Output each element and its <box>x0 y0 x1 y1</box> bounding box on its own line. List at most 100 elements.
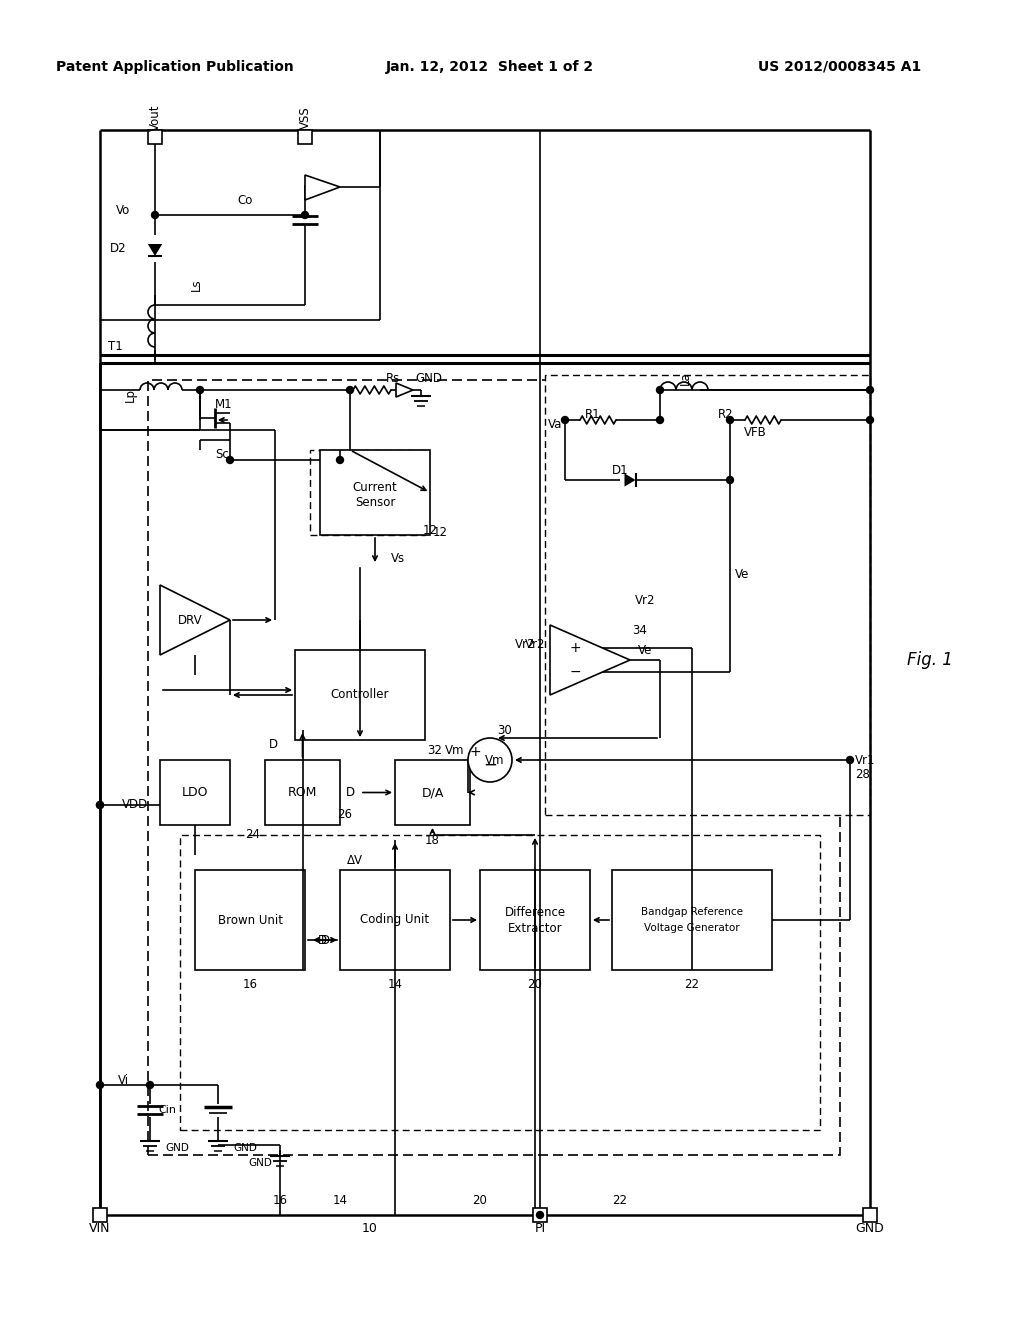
Polygon shape <box>147 244 162 256</box>
Text: ROM: ROM <box>288 785 317 799</box>
Text: 24: 24 <box>246 829 260 842</box>
Bar <box>195 870 305 970</box>
Text: 12: 12 <box>423 524 437 536</box>
Text: 22: 22 <box>612 1193 628 1206</box>
Text: 20: 20 <box>472 1193 487 1206</box>
Text: 32: 32 <box>428 743 442 756</box>
Text: D: D <box>345 785 354 799</box>
Text: 26: 26 <box>338 808 352 821</box>
Circle shape <box>537 1212 544 1218</box>
Bar <box>295 649 425 741</box>
Circle shape <box>866 417 873 424</box>
Text: VSS: VSS <box>299 107 311 129</box>
Bar <box>148 129 162 144</box>
Text: Sc: Sc <box>215 449 228 462</box>
Bar <box>612 870 772 970</box>
Circle shape <box>847 756 853 763</box>
Text: Rs: Rs <box>386 371 400 384</box>
Text: −: − <box>569 665 581 678</box>
Circle shape <box>152 211 159 219</box>
Text: 22: 22 <box>684 978 699 991</box>
Text: Extractor: Extractor <box>508 921 562 935</box>
Text: Vr2: Vr2 <box>524 639 545 652</box>
Text: 16: 16 <box>272 1193 288 1206</box>
Bar <box>395 760 470 825</box>
Text: Lp: Lp <box>124 388 136 403</box>
Circle shape <box>656 417 664 424</box>
Bar <box>545 375 870 814</box>
Text: Fig. 1: Fig. 1 <box>907 651 953 669</box>
Bar <box>180 836 820 1130</box>
Bar <box>319 450 430 535</box>
Circle shape <box>301 211 308 219</box>
Text: D: D <box>317 933 327 946</box>
Text: Va: Va <box>548 418 562 432</box>
Polygon shape <box>396 383 413 397</box>
Text: Vs: Vs <box>391 552 406 565</box>
Text: Vi: Vi <box>118 1073 129 1086</box>
Bar <box>534 1208 547 1222</box>
Text: VDD: VDD <box>122 799 148 812</box>
Bar <box>310 450 425 535</box>
Bar <box>93 1208 106 1222</box>
Text: GND: GND <box>416 371 442 384</box>
Text: Vo: Vo <box>116 203 130 216</box>
Text: R2: R2 <box>718 408 734 421</box>
Text: Voltage Generator: Voltage Generator <box>644 923 739 933</box>
Text: Ve: Ve <box>735 569 750 582</box>
Text: La: La <box>679 371 691 385</box>
Text: Vout: Vout <box>148 104 162 131</box>
Bar <box>265 760 340 825</box>
Text: D: D <box>268 738 278 751</box>
Text: GND: GND <box>165 1143 188 1152</box>
Circle shape <box>346 387 353 393</box>
Circle shape <box>468 738 512 781</box>
Text: Coding Unit: Coding Unit <box>360 913 429 927</box>
Text: ΔV: ΔV <box>347 854 362 866</box>
Text: Vm: Vm <box>485 754 505 767</box>
Text: 34: 34 <box>633 623 647 636</box>
Text: 30: 30 <box>498 723 512 737</box>
Text: Patent Application Publication: Patent Application Publication <box>56 59 294 74</box>
Text: T1: T1 <box>108 341 123 354</box>
Text: Vr2: Vr2 <box>635 594 655 606</box>
Text: Controller: Controller <box>331 689 389 701</box>
Circle shape <box>226 457 233 463</box>
Polygon shape <box>160 585 230 655</box>
Bar <box>160 760 230 825</box>
Text: VFB: VFB <box>743 425 766 438</box>
Text: −: − <box>483 756 497 774</box>
Text: 20: 20 <box>527 978 543 991</box>
Text: D2: D2 <box>110 242 126 255</box>
Circle shape <box>337 457 343 463</box>
Circle shape <box>197 387 204 393</box>
Bar <box>480 870 590 970</box>
Text: GND: GND <box>248 1158 272 1168</box>
Circle shape <box>656 387 664 393</box>
Text: Difference: Difference <box>505 906 565 919</box>
Text: D/A: D/A <box>421 785 443 799</box>
Text: Vm: Vm <box>445 743 465 756</box>
Text: Ls: Ls <box>189 279 203 292</box>
Text: US 2012/0008345 A1: US 2012/0008345 A1 <box>759 59 922 74</box>
Circle shape <box>726 477 733 483</box>
Text: 12: 12 <box>432 525 447 539</box>
Text: M1: M1 <box>215 399 232 412</box>
Circle shape <box>146 1081 154 1089</box>
Text: 10: 10 <box>362 1221 378 1234</box>
Bar <box>148 380 840 1155</box>
Circle shape <box>96 1081 103 1089</box>
Text: Brown Unit: Brown Unit <box>217 913 283 927</box>
Text: +: + <box>569 642 581 655</box>
Text: LDO: LDO <box>181 785 208 799</box>
Bar <box>298 129 312 144</box>
Text: Sensor: Sensor <box>354 496 395 510</box>
Text: 28: 28 <box>855 768 869 781</box>
Text: 16: 16 <box>243 978 257 991</box>
Polygon shape <box>305 176 340 201</box>
Text: Vr1: Vr1 <box>855 754 876 767</box>
Text: Co: Co <box>238 194 253 206</box>
Text: PI: PI <box>535 1221 546 1234</box>
Bar <box>340 870 450 970</box>
Text: Jan. 12, 2012  Sheet 1 of 2: Jan. 12, 2012 Sheet 1 of 2 <box>386 59 594 74</box>
